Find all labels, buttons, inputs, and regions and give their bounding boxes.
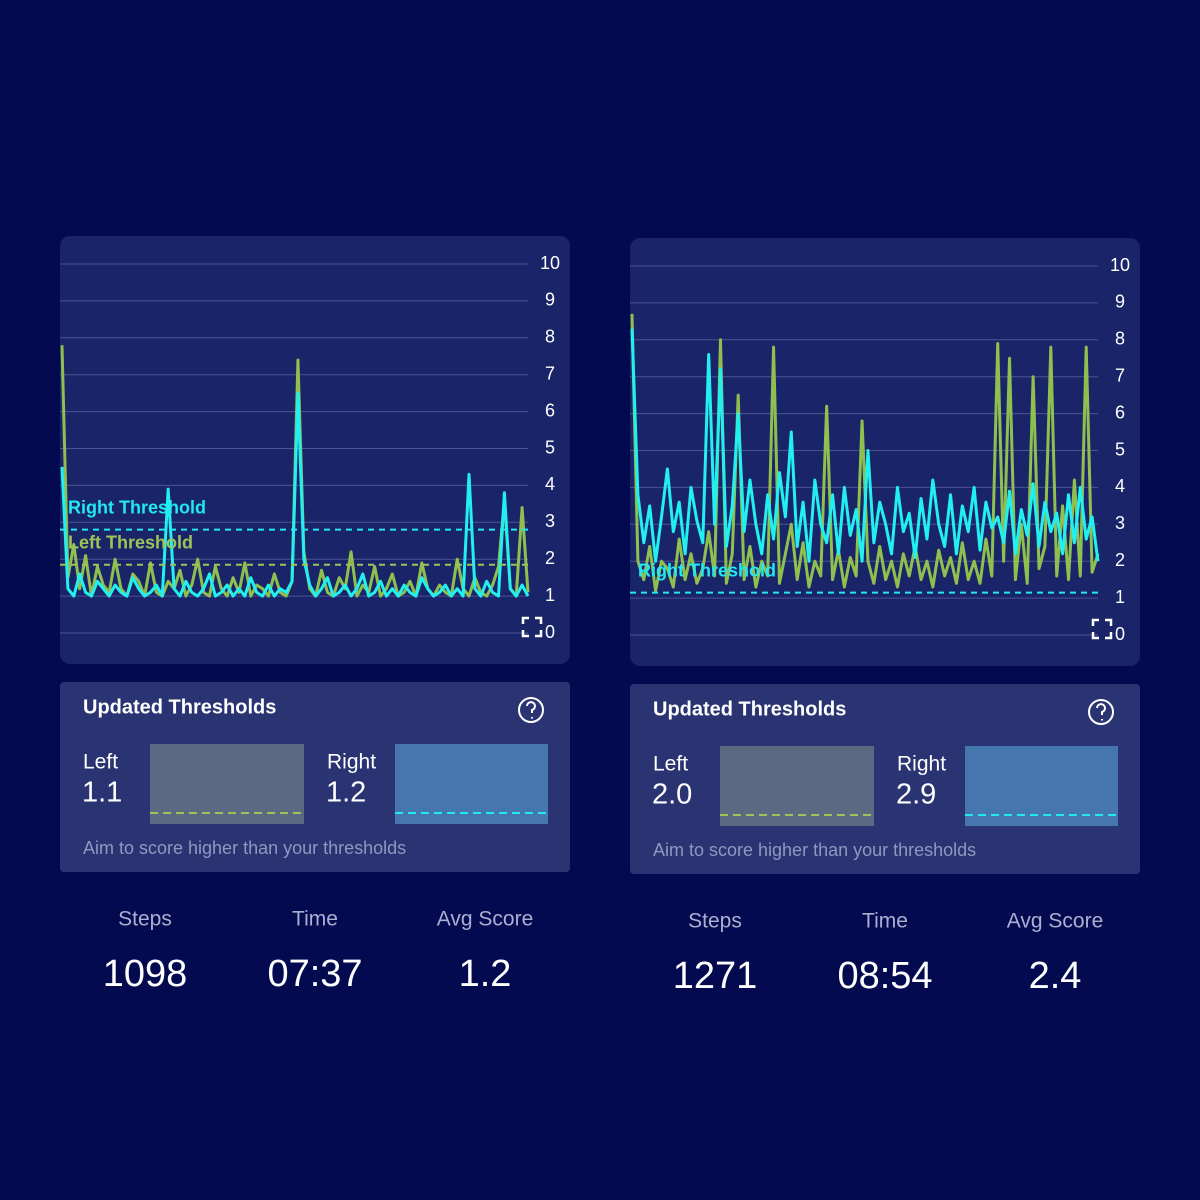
threshold-label: Right Threshold (638, 560, 776, 580)
stat-label: Avg Score (437, 908, 534, 931)
left-gauge (150, 744, 304, 824)
right-gauge (395, 744, 548, 824)
help-icon[interactable] (1088, 699, 1114, 725)
y-tick-label: 7 (545, 363, 555, 383)
y-tick-label: 2 (545, 548, 555, 568)
help-icon[interactable] (518, 697, 544, 723)
y-tick-label: 9 (1115, 292, 1125, 312)
y-tick-label: 10 (540, 253, 560, 273)
stat-label: Avg Score (1007, 910, 1104, 933)
card-title: Updated Thresholds (653, 698, 846, 720)
right-value: 2.9 (896, 779, 936, 811)
y-tick-label: 4 (1115, 476, 1125, 496)
stat-label: Steps (688, 910, 742, 933)
right-label: Right (327, 751, 376, 774)
stat-value: 1271 (673, 955, 758, 997)
chart-panel (630, 238, 1140, 666)
y-tick-label: 4 (545, 474, 555, 494)
data-line (630, 328, 1100, 563)
y-tick-label: 3 (1115, 513, 1125, 533)
threshold-card (630, 684, 1140, 874)
stat-value: 1098 (103, 953, 188, 995)
stat-value: 1.2 (459, 953, 512, 995)
y-tick-label: 7 (1115, 365, 1125, 385)
left-value: 2.0 (652, 779, 692, 811)
y-tick-label: 6 (1115, 402, 1125, 422)
stat-value: 2.4 (1029, 955, 1082, 997)
y-tick-label: 2 (1115, 550, 1125, 570)
threshold-label: Right Threshold (68, 497, 206, 517)
stat-label: Time (862, 910, 908, 933)
y-tick-label: 0 (1115, 624, 1125, 644)
stat-value: 07:37 (267, 953, 362, 995)
help-glyph (526, 701, 536, 719)
y-tick-label: 9 (545, 290, 555, 310)
y-tick-label: 8 (545, 327, 555, 347)
stat-value: 08:54 (837, 955, 932, 997)
card-note: Aim to score higher than your thresholds (83, 838, 406, 858)
data-line (60, 391, 530, 598)
card-note: Aim to score higher than your thresholds (653, 840, 976, 860)
expand-icon[interactable] (521, 616, 543, 638)
stat-label: Steps (118, 908, 172, 931)
threshold-label: Left Threshold (68, 532, 193, 552)
right-label: Right (897, 753, 946, 776)
y-tick-label: 5 (545, 437, 555, 457)
expand-icon[interactable] (1091, 618, 1113, 640)
right-gauge (965, 746, 1118, 826)
y-tick-label: 0 (545, 622, 555, 642)
y-tick-label: 3 (545, 511, 555, 531)
y-tick-label: 10 (1110, 255, 1130, 275)
threshold-card (60, 682, 570, 872)
left-label: Left (83, 751, 118, 774)
card-title: Updated Thresholds (83, 696, 276, 718)
y-tick-label: 6 (545, 400, 555, 420)
right-value: 1.2 (326, 777, 366, 809)
y-tick-label: 1 (545, 585, 555, 605)
chart-panel (60, 236, 570, 664)
help-glyph (1096, 703, 1106, 721)
y-tick-label: 8 (1115, 329, 1125, 349)
stat-label: Time (292, 908, 338, 931)
left-gauge (720, 746, 874, 826)
y-tick-label: 5 (1115, 439, 1125, 459)
left-label: Left (653, 753, 688, 776)
y-tick-label: 1 (1115, 587, 1125, 607)
left-value: 1.1 (82, 777, 122, 809)
